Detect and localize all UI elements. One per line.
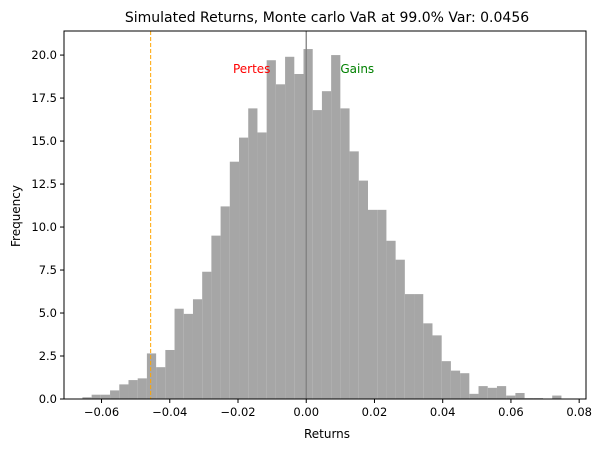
- plot-frame: [63, 30, 587, 400]
- histogram-bar: [257, 132, 267, 399]
- annotation-label: Gains: [340, 62, 374, 76]
- y-tick-label: 10.0: [31, 220, 57, 234]
- histogram-bar: [414, 294, 424, 399]
- histogram-bar: [146, 353, 157, 399]
- x-axis-label: Returns: [304, 427, 350, 441]
- y-tick-label: 12.5: [31, 177, 57, 191]
- histogram-bar: [91, 394, 101, 399]
- histogram-bar: [377, 209, 387, 399]
- y-tick-label: 20.0: [31, 48, 57, 62]
- histogram-bar: [119, 384, 129, 399]
- reference-lines: [150, 31, 307, 399]
- histogram-bar: [156, 367, 166, 399]
- histogram-bar: [248, 108, 258, 399]
- histogram-bar: [137, 378, 147, 399]
- x-tick-label: −0.04: [152, 405, 187, 419]
- annotation-label: Pertes: [233, 62, 270, 76]
- histogram-bar: [312, 110, 322, 399]
- histogram-bar: [506, 395, 516, 399]
- x-tick-label: 0.00: [293, 405, 319, 419]
- histogram-bar: [331, 55, 341, 399]
- y-tick-label: 2.5: [39, 349, 57, 363]
- histogram-bar: [367, 209, 378, 399]
- histogram-bar: [110, 390, 120, 399]
- histogram-bars: [82, 49, 562, 400]
- x-tick-label: −0.06: [84, 405, 119, 419]
- histogram-bar: [294, 73, 304, 399]
- x-tick-label: 0.06: [498, 405, 524, 419]
- x-tick-label: 0.04: [430, 405, 456, 419]
- histogram-bar: [174, 308, 184, 399]
- histogram-bar: [266, 60, 276, 400]
- histogram-bar: [229, 161, 240, 399]
- histogram-bar: [460, 373, 470, 399]
- histogram-bar: [275, 84, 286, 399]
- y-tick-label: 0.0: [39, 392, 57, 406]
- histogram-bar: [441, 361, 451, 399]
- chart-title: Simulated Returns, Monte carlo VaR at 99…: [125, 10, 529, 26]
- histogram-bar: [423, 323, 433, 399]
- y-tick-label: 7.5: [39, 263, 57, 277]
- x-axis-ticks: −0.06 −0.04 −0.02 0.00 0.02 0.04 0.06 0.08: [84, 399, 592, 419]
- histogram-bar: [515, 392, 525, 399]
- x-tick-label: 0.02: [362, 405, 388, 419]
- histogram-bar: [82, 397, 92, 399]
- histogram-bar: [358, 180, 368, 399]
- x-tick-label: −0.02: [220, 405, 255, 419]
- y-axis-label: Frequency: [9, 185, 23, 247]
- histogram-bar: [128, 380, 138, 399]
- y-axis-ticks: 0.0 2.5 5.0 7.5 10.0 12.5 15.0 17.5 20.0: [31, 48, 64, 406]
- histogram-bar: [183, 313, 193, 399]
- histogram-bar: [211, 235, 221, 399]
- histogram-bar: [285, 56, 295, 399]
- histogram-bar: [386, 240, 396, 399]
- chart-annotations: Pertes Gains: [233, 62, 374, 76]
- histogram-bar: [469, 393, 479, 399]
- histogram-bar: [432, 335, 442, 399]
- histogram-bar: [239, 137, 249, 399]
- histogram-bar: [349, 151, 359, 399]
- histogram-bar: [165, 349, 175, 399]
- histogram-bar: [321, 91, 332, 399]
- histogram-bar: [220, 206, 230, 399]
- histogram-bar: [340, 108, 350, 399]
- histogram-bar: [192, 299, 203, 399]
- histogram-bar: [303, 49, 313, 399]
- histogram-bar: [496, 386, 507, 399]
- histogram-bar: [395, 259, 405, 399]
- histogram-bar: [100, 394, 111, 399]
- histogram-bar: [552, 395, 562, 399]
- y-tick-label: 15.0: [31, 134, 57, 148]
- y-tick-label: 17.5: [31, 91, 57, 105]
- histogram-bar: [478, 386, 488, 399]
- y-tick-label: 5.0: [39, 306, 57, 320]
- histogram-bar: [404, 294, 415, 399]
- histogram-bar: [450, 370, 461, 399]
- histogram-bar: [202, 271, 212, 399]
- x-tick-label: 0.08: [566, 405, 592, 419]
- histogram-bar: [487, 387, 497, 399]
